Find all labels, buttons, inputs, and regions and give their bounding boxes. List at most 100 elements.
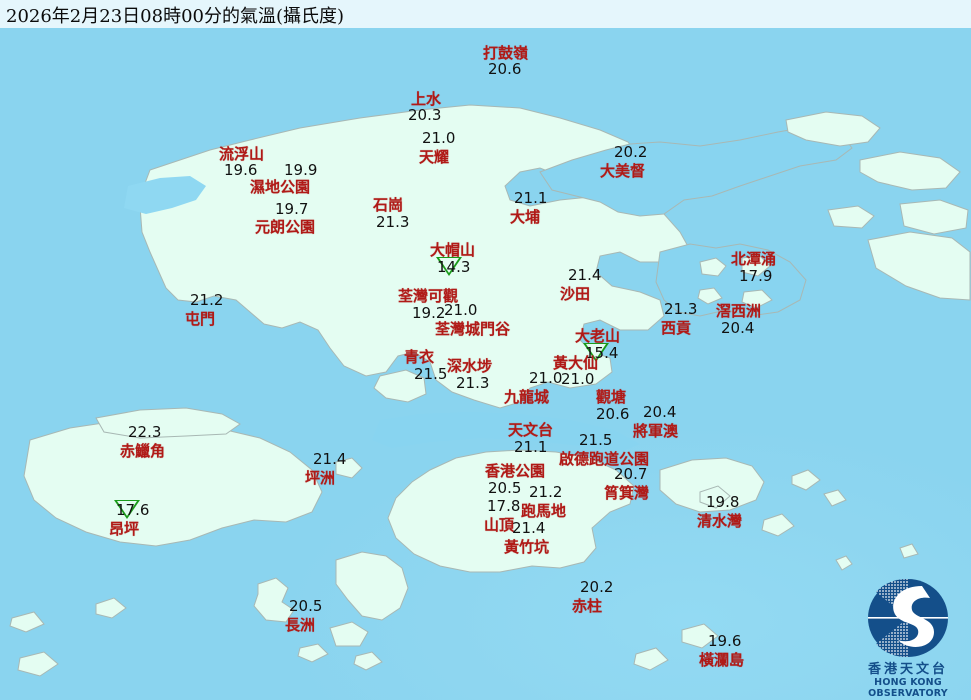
station-name: 赤鱲角 (120, 442, 166, 460)
logo-name-en: HONG KONG OBSERVATORY (868, 677, 948, 699)
station-value: 20.5 (289, 597, 323, 615)
station-marker-triangle-icon (436, 257, 462, 276)
station-name: 啟德跑道公園 (559, 450, 650, 468)
station-name: 元朗公園 (255, 218, 316, 236)
island-dot-a (835, 555, 853, 571)
station-name: 清水灣 (697, 512, 743, 530)
station-value: 19.7 (275, 200, 309, 218)
station-name: 荃灣城門谷 (435, 320, 511, 338)
station-name: 濕地公園 (250, 178, 311, 196)
island-waglan (681, 623, 719, 649)
hong-kong-island (387, 449, 635, 573)
deep-bay-water (124, 176, 206, 214)
station-value: 20.6 (596, 405, 630, 423)
station-name: 大埔 (510, 208, 541, 226)
station-marker-triangle-icon (114, 500, 140, 519)
station-value: 21.5 (579, 431, 613, 449)
station-value: 20.5 (488, 479, 522, 497)
island-sai-kung-d (741, 289, 773, 309)
station-value: 21.4 (512, 519, 546, 537)
station-value: 14.3 (437, 258, 471, 276)
logo-name-cn: 香港天文台 (867, 662, 948, 677)
hko-logo: 香港天文台 HONG KONG OBSERVATORY (852, 578, 964, 699)
ne-headland-c (899, 199, 969, 235)
station-name: 西貢 (661, 319, 692, 337)
chek-lap-kok-island (95, 407, 241, 439)
island-south-a (329, 621, 369, 647)
station-value: 17.9 (739, 267, 773, 285)
station-value: 21.0 (561, 370, 595, 388)
ne-headland-b (859, 151, 961, 191)
station-value: 20.6 (488, 60, 522, 78)
station-name: 荃灣可觀 (398, 287, 459, 305)
hko-logo-mark-icon (868, 578, 948, 658)
island-south-c (353, 651, 383, 671)
station-name: 打鼓嶺 (483, 44, 529, 62)
island-south-b (297, 643, 329, 663)
station-name: 觀塘 (596, 388, 627, 406)
station-value: 20.2 (580, 578, 614, 596)
clear-water-bay-peninsula (659, 457, 765, 513)
station-value: 20.2 (614, 143, 648, 161)
station-value: 21.2 (529, 483, 563, 501)
cwb-island-a (699, 485, 731, 509)
island-waglan-b (633, 647, 669, 671)
island-south-e (9, 611, 45, 633)
station-name: 屯門 (185, 310, 216, 328)
station-name: 青衣 (404, 348, 435, 366)
station-name: 北潭涌 (731, 250, 777, 268)
station-value: 19.2 (412, 304, 446, 322)
station-name: 黃大仙 (553, 354, 599, 372)
tsing-yi-island (373, 369, 427, 403)
island-south-f (17, 651, 59, 677)
lantau-island (23, 419, 323, 547)
station-name: 將軍澳 (633, 422, 679, 440)
station-value: 19.9 (284, 161, 318, 179)
station-name: 大美督 (600, 162, 646, 180)
cheung-chau-island (253, 577, 295, 623)
station-name: 跑馬地 (521, 502, 567, 520)
station-value: 21.0 (529, 369, 563, 387)
station-value: 21.3 (456, 374, 490, 392)
victoria-harbour-water (372, 412, 640, 452)
station-name: 橫瀾島 (699, 651, 745, 669)
island-ne-small-a (791, 469, 821, 491)
station-value: 20.4 (721, 319, 755, 337)
station-name: 沙田 (560, 285, 591, 303)
station-name: 香港公園 (485, 462, 546, 480)
station-value: 21.5 (414, 365, 448, 383)
station-name: 大老山 (575, 327, 621, 345)
station-value: 15.4 (585, 344, 619, 362)
island-sai-kung-a (699, 257, 727, 277)
peng-chau-island (335, 457, 363, 479)
station-name: 昂坪 (109, 520, 140, 538)
lamma-island (335, 551, 409, 621)
page-title: 2026年2月23日08時00分的氣溫(攝氏度) (6, 6, 345, 27)
station-name: 流浮山 (219, 145, 265, 163)
station-value: 19.8 (706, 493, 740, 511)
station-value: 19.6 (224, 161, 258, 179)
title-bar (0, 0, 971, 28)
station-value: 17.6 (116, 501, 150, 519)
ne-headland-d (827, 205, 875, 229)
station-value: 20.7 (614, 465, 648, 483)
station-name: 黃竹坑 (504, 538, 550, 556)
ne-coast-strip (867, 231, 971, 301)
station-name: 山頂 (484, 516, 515, 534)
station-value: 21.1 (514, 189, 548, 207)
station-value: 21.1 (514, 438, 548, 456)
station-name: 滘西洲 (716, 302, 762, 320)
station-value: 21.3 (376, 213, 410, 231)
station-value: 21.0 (422, 129, 456, 147)
station-value: 20.3 (408, 106, 442, 124)
ne-headland-a (785, 111, 881, 147)
station-name: 天文台 (508, 421, 554, 439)
station-name: 上水 (411, 90, 442, 108)
station-value: 22.3 (128, 423, 162, 441)
station-name: 天耀 (419, 148, 450, 166)
station-value: 20.4 (643, 403, 677, 421)
cwb-island-b (761, 513, 795, 537)
station-name: 筲箕灣 (604, 484, 650, 502)
